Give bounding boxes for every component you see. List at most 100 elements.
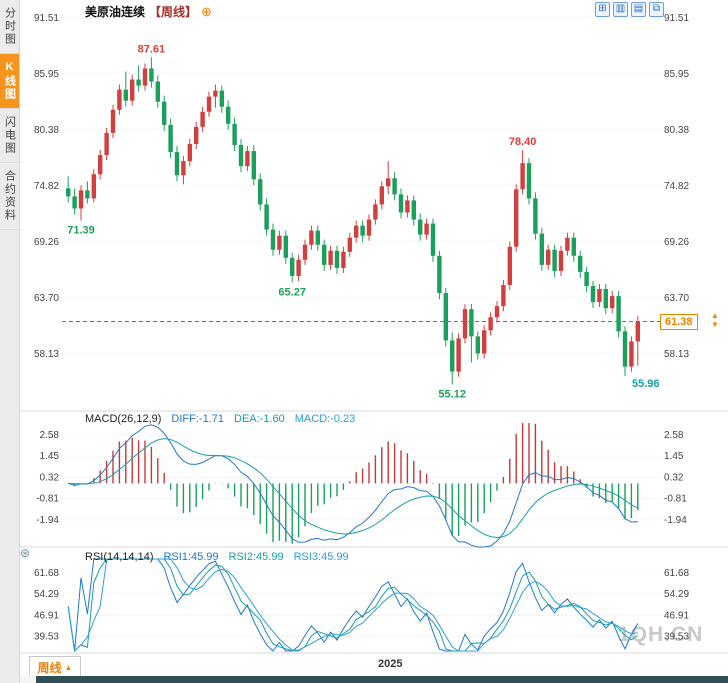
scrollbar-thumb[interactable]	[36, 676, 728, 683]
candle	[110, 104, 116, 138]
candle	[373, 199, 378, 225]
candle	[334, 245, 340, 274]
candle	[328, 245, 333, 270]
sidebar-tab-label: 分时图	[3, 7, 16, 46]
candle	[469, 304, 474, 363]
rsi3-line	[67, 558, 638, 653]
axis-tick-label: 1.45	[664, 451, 684, 462]
expand-icon[interactable]: ⧉	[649, 2, 664, 17]
candle	[226, 100, 231, 130]
candle	[366, 214, 372, 241]
axis-tick-label: 46.91	[664, 610, 689, 621]
candle	[309, 225, 314, 250]
candle	[597, 284, 602, 308]
arrow-down-icon: ▼	[711, 320, 719, 329]
candle	[142, 63, 148, 91]
candle	[181, 156, 186, 185]
price-annotation: 71.39	[67, 225, 95, 237]
candle	[322, 239, 327, 271]
candle	[130, 74, 135, 106]
axis-tick-label: 58.13	[664, 349, 689, 360]
candle	[162, 95, 167, 131]
axis-tick-label: 61.68	[664, 568, 689, 579]
rsi2-line	[67, 558, 639, 653]
price-annotation: 65.27	[278, 286, 306, 298]
indicator-settings-icon[interactable]: ⊛	[20, 546, 31, 560]
axis-tick-label: 85.95	[34, 69, 59, 80]
grid-icon[interactable]: ⊞	[595, 2, 610, 17]
candle	[283, 230, 288, 264]
candle	[232, 117, 237, 152]
axis-layer: 91.51 91.51 85.95 85.95 80.38 80.38 74.82 74.82…	[34, 13, 689, 643]
candle	[155, 75, 160, 108]
axis-tick-label: 46.91	[34, 610, 59, 621]
macd-label[interactable]: MACD(26,12,9)	[85, 413, 162, 425]
candle	[603, 284, 608, 315]
candle	[270, 223, 276, 256]
candle	[584, 266, 589, 293]
sidebar-tab-contract-info[interactable]: 合约资料	[0, 163, 19, 230]
candle-chart-icon[interactable]: ▥	[613, 2, 628, 17]
candle	[277, 230, 282, 255]
candle	[386, 161, 391, 195]
macd-layer	[68, 423, 639, 548]
candle	[456, 333, 461, 377]
axis-tick-label: 74.82	[664, 181, 689, 192]
candle	[72, 188, 77, 215]
rsi-layer	[67, 558, 639, 653]
candle	[219, 85, 224, 113]
candle	[552, 244, 557, 277]
rsi1-line	[67, 558, 639, 652]
sidebar-tab-label: 闪电图	[3, 116, 16, 155]
candle	[546, 244, 551, 270]
axis-tick-label: 0.32	[40, 472, 60, 483]
candle	[123, 71, 128, 107]
macd-diff-line	[68, 424, 638, 548]
sidebar: 分时图 K线图 闪电图 合约资料	[0, 0, 20, 683]
axis-tick-label: 39.53	[664, 632, 689, 643]
rsi-label[interactable]: RSI(14,14,14)	[85, 551, 154, 563]
period-button[interactable]: 周线 ▲	[29, 656, 81, 678]
axis-tick-label: 63.70	[664, 293, 689, 304]
axis-tick-label: 69.26	[664, 237, 689, 248]
sidebar-tab-time-chart[interactable]: 分时图	[0, 0, 19, 54]
candle	[398, 188, 404, 219]
macd-diff-value: DIFF:-1.71	[171, 413, 224, 425]
price-marker-arrows[interactable]: ▲ ▼	[711, 311, 719, 329]
candle	[501, 279, 506, 312]
scrollbar-track[interactable]	[19, 676, 728, 683]
sidebar-tab-label: K线图	[3, 61, 16, 101]
candle	[475, 331, 480, 360]
axis-tick-label: 1.45	[40, 451, 60, 462]
candle	[168, 118, 173, 159]
candle	[238, 138, 244, 173]
candle	[450, 332, 455, 385]
x-axis-year-label: 2025	[378, 658, 403, 670]
symbol-title: 美原油连续	[85, 5, 146, 19]
candle	[482, 325, 487, 359]
candle	[149, 57, 154, 88]
candle	[136, 65, 141, 92]
candle	[635, 316, 640, 366]
axis-tick-label: 80.38	[664, 125, 689, 136]
sidebar-tab-flash-chart[interactable]: 闪电图	[0, 109, 19, 163]
candle	[194, 121, 199, 150]
axis-tick-label: 54.29	[664, 589, 689, 600]
candle	[117, 84, 122, 115]
candle	[526, 158, 532, 205]
candle	[443, 288, 448, 347]
candle	[347, 232, 352, 257]
candle	[341, 246, 346, 273]
axis-tick-label: 63.70	[34, 293, 59, 304]
macd-hist-value: MACD:-0.23	[294, 413, 356, 425]
candle	[507, 241, 512, 291]
candle	[98, 150, 103, 180]
candle	[290, 252, 295, 283]
candle	[245, 146, 250, 172]
candle	[622, 326, 628, 377]
line-chart-icon[interactable]: ▤	[631, 2, 646, 17]
add-indicator-icon[interactable]: ⊕	[201, 3, 212, 19]
sidebar-tab-kline-chart[interactable]: K线图	[0, 54, 19, 109]
chart-header: 美原油连续 【周线】 ⊕	[85, 3, 212, 20]
chart-canvas[interactable]: 91.51 91.51 85.95 85.95 80.38 80.38 74.82 74.82…	[19, 0, 728, 683]
